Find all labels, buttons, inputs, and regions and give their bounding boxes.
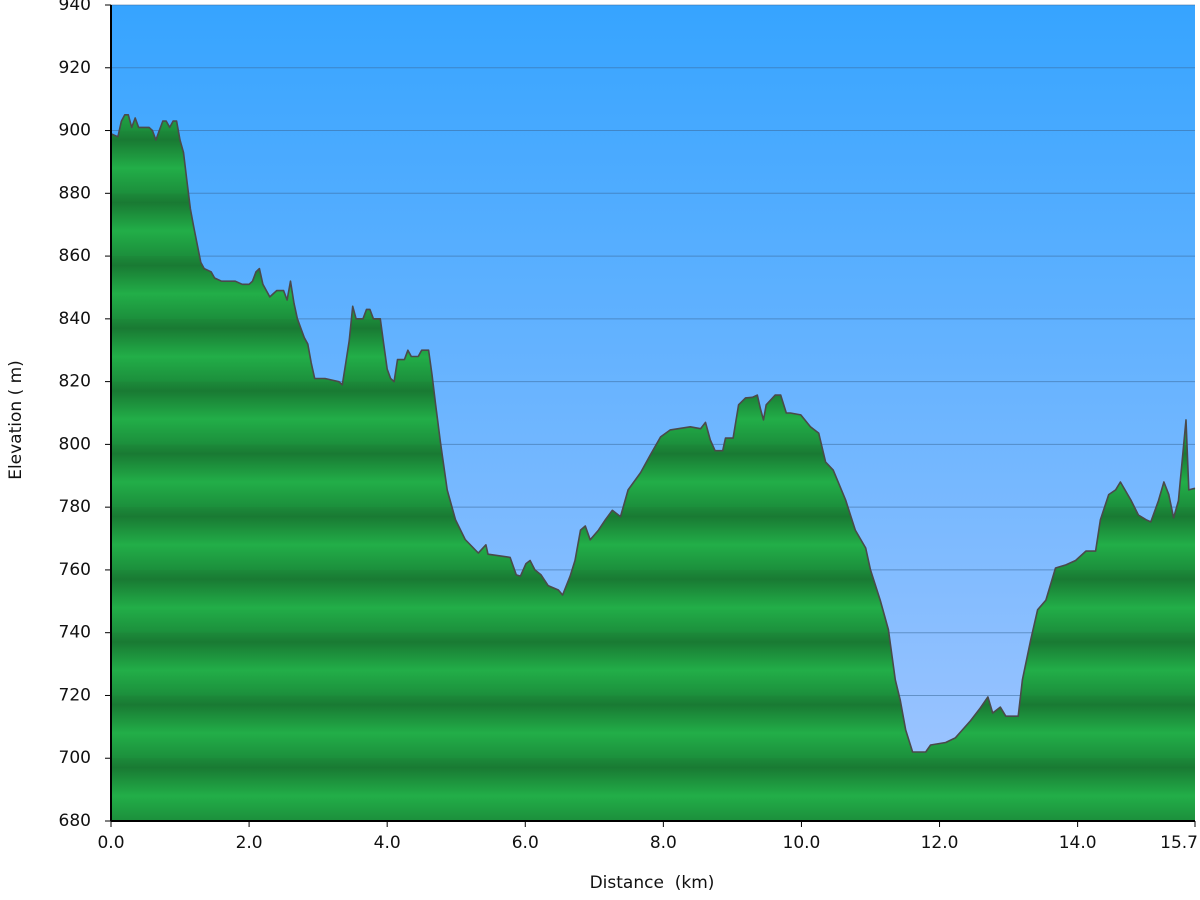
x-axis-label: Distance (km)	[590, 873, 715, 893]
x-tick-label: 14.0	[1059, 833, 1097, 853]
y-tick-label: 740	[59, 623, 91, 643]
y-tick-label: 800	[59, 434, 91, 454]
y-tick-label: 700	[59, 748, 91, 768]
elevation-area	[111, 114, 1195, 822]
x-tick-label: 0.0	[97, 833, 124, 853]
x-tick-label: 6.0	[512, 833, 539, 853]
y-tick-label: 680	[59, 811, 91, 831]
y-tick-label: 780	[59, 497, 91, 517]
y-tick-label: 720	[59, 685, 91, 705]
y-tick-label: 940	[59, 0, 91, 15]
y-tick-label: 880	[59, 183, 91, 203]
x-tick-label: 12.0	[921, 833, 959, 853]
x-tick-label: 10.0	[783, 833, 821, 853]
y-tick-label: 920	[59, 58, 91, 78]
x-tick-label: 15.7	[1160, 833, 1198, 853]
y-tick-label: 760	[59, 560, 91, 580]
x-tick-label: 8.0	[650, 833, 677, 853]
y-tick-label: 820	[59, 372, 91, 392]
x-tick-label: 4.0	[374, 833, 401, 853]
y-tick-label: 840	[59, 309, 91, 329]
elevation-line	[110, 114, 1196, 753]
y-tick-label: 900	[59, 121, 91, 141]
y-axis-label: Elevation ( m)	[6, 360, 26, 480]
x-tick-label: 2.0	[236, 833, 263, 853]
y-tick-label: 860	[59, 246, 91, 266]
